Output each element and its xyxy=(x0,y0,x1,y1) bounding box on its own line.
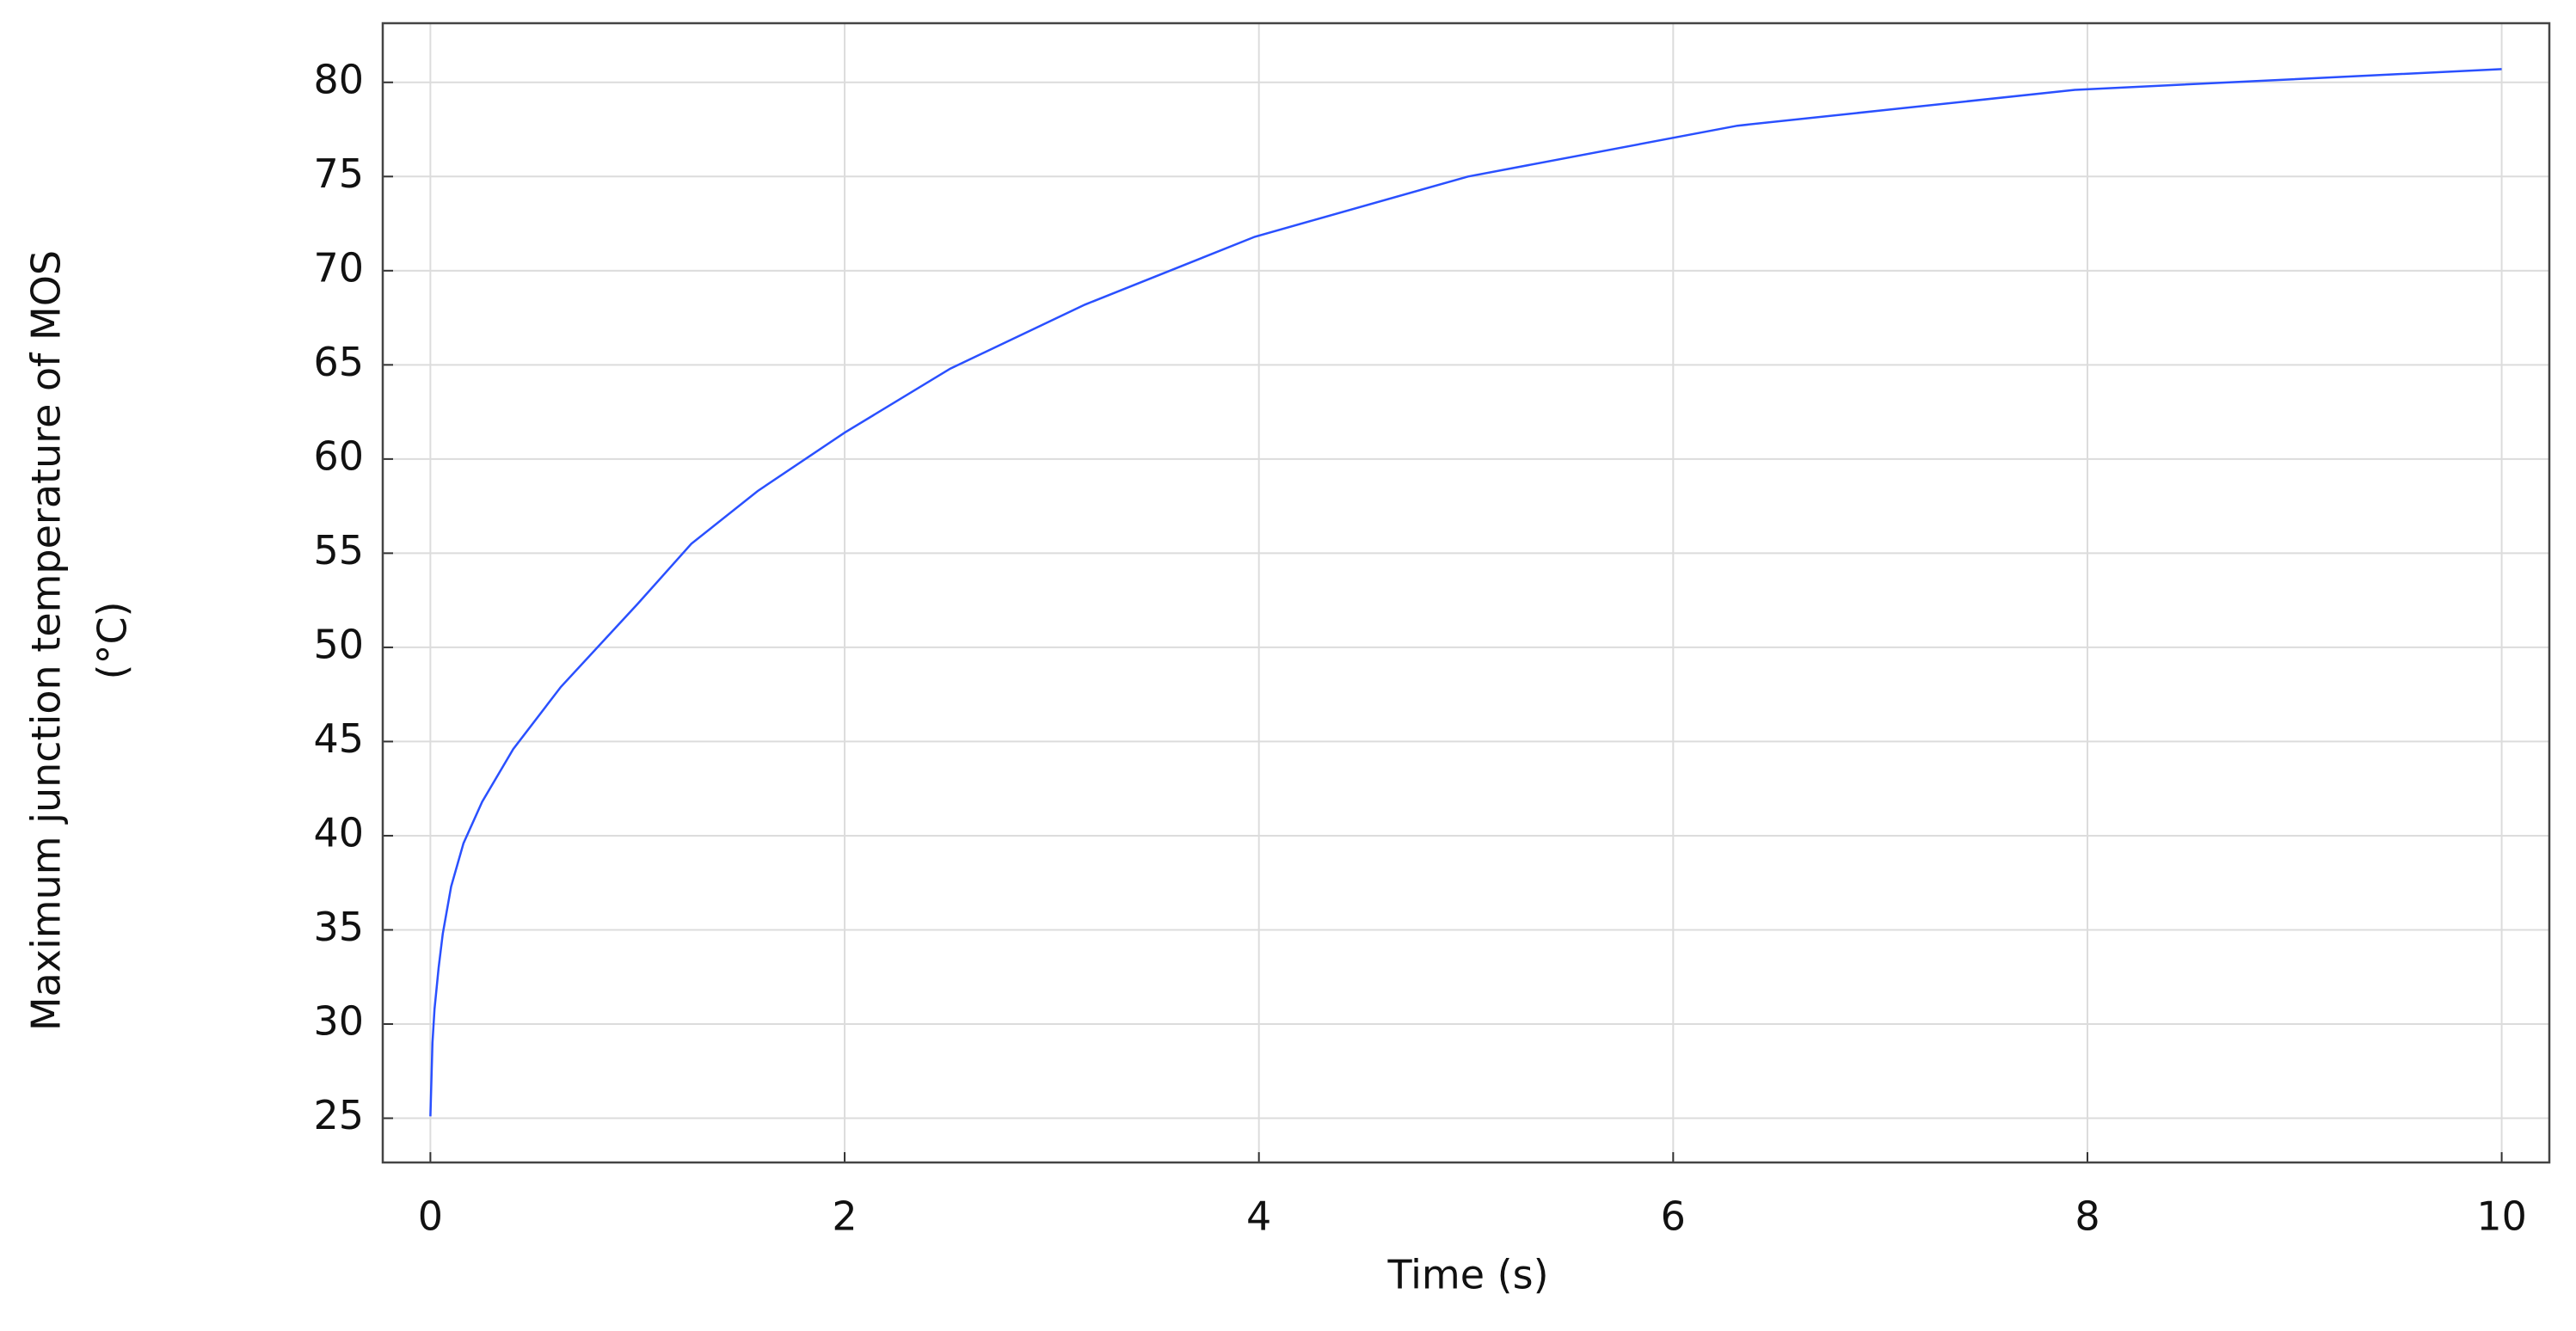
y-tick-label: 50 xyxy=(313,621,364,667)
y-axis-label: (°C) xyxy=(89,601,136,679)
y-tick-label: 25 xyxy=(313,1092,364,1138)
y-axis-label: Maximum junction temperature of MOS xyxy=(23,250,70,1031)
y-tick-label: 30 xyxy=(313,998,364,1045)
x-tick-label: 10 xyxy=(2476,1193,2527,1240)
x-tick-label: 6 xyxy=(1661,1193,1686,1240)
y-tick-label: 65 xyxy=(313,339,364,385)
x-tick-label: 2 xyxy=(832,1193,857,1240)
y-tick-label: 80 xyxy=(313,56,364,102)
y-tick-label: 75 xyxy=(313,150,364,197)
x-axis-label: Time (s) xyxy=(1386,1252,1548,1298)
data-line xyxy=(429,68,2502,1117)
y-tick-label: 40 xyxy=(313,809,364,856)
y-tick-label: 60 xyxy=(313,432,364,479)
y-tick-label: 35 xyxy=(313,904,364,950)
x-tick-label: 8 xyxy=(2075,1193,2100,1240)
y-tick-label: 55 xyxy=(313,527,364,573)
y-tick-label: 45 xyxy=(313,715,364,762)
plot-frame xyxy=(381,21,2551,1164)
y-tick-label: 70 xyxy=(313,244,364,291)
x-tick-label: 4 xyxy=(1246,1193,1271,1240)
x-tick-label: 0 xyxy=(418,1193,443,1240)
